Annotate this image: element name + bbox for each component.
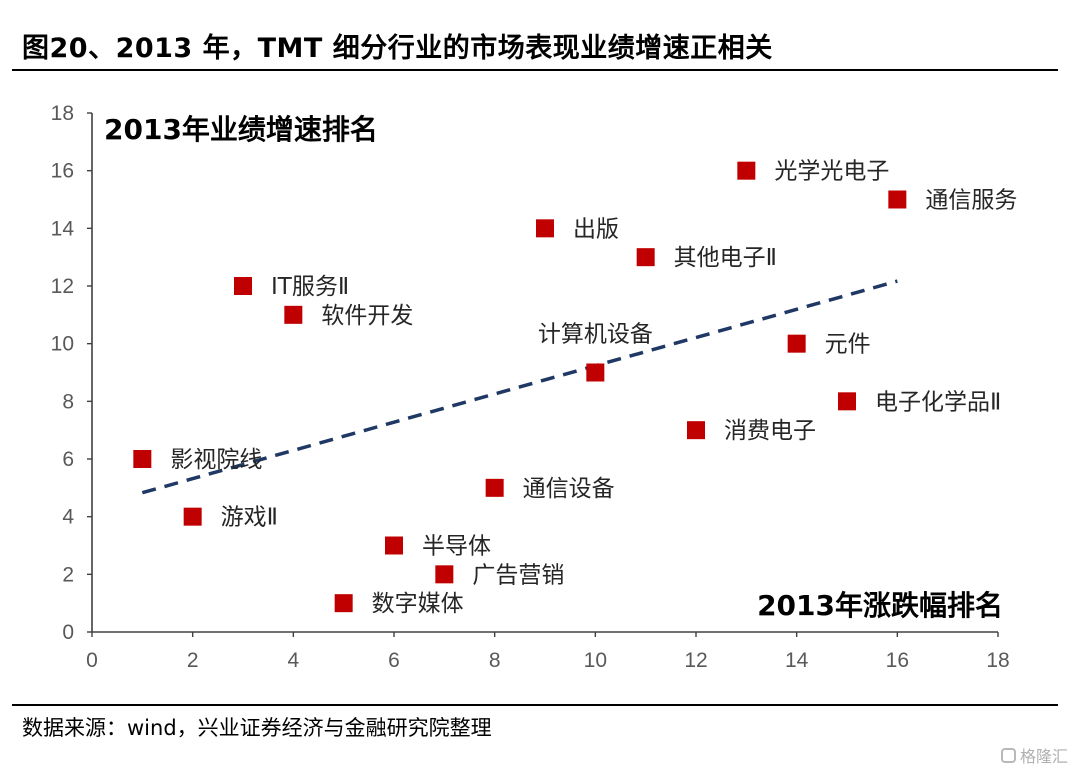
data-point-label: 游戏Ⅱ	[221, 505, 278, 531]
data-point-label: 通信服务	[925, 188, 1017, 214]
x-tick-label: 6	[388, 649, 400, 672]
data-point	[284, 305, 303, 324]
y-tick-label: 4	[62, 506, 74, 529]
y-axis-label: 2013年业绩增速排名	[104, 113, 378, 146]
x-tick-label: 4	[287, 649, 299, 672]
y-tick-label: 8	[62, 390, 74, 413]
data-point-label: 半导体	[422, 534, 491, 560]
title-divider	[12, 69, 1058, 71]
data-point	[183, 507, 202, 526]
data-point	[787, 334, 806, 353]
axes-layer: 0 2 4 6 8 10 12 14 16 18 0 2 4 6 8 10 12 14 16 18	[51, 102, 1010, 672]
x-axis-label: 2013年涨跌幅排名	[757, 589, 1003, 622]
chart-title: 图20、2013 年，TMT 细分行业的市场表现业绩增速正相关	[22, 33, 773, 64]
watermark-text: 格隆汇	[1019, 747, 1068, 766]
data-point	[485, 478, 504, 497]
data-point-label: 软件开发	[321, 303, 413, 329]
data-point	[133, 450, 152, 468]
x-tick-label: 16	[886, 649, 909, 672]
data-point-label: 消费电子	[724, 418, 816, 444]
data-point-label: 出版	[573, 216, 619, 242]
x-tick-label: 18	[986, 649, 1009, 672]
data-point-label: 数字媒体	[372, 591, 464, 617]
x-tick-label: 10	[584, 649, 607, 672]
y-tick-label: 14	[51, 217, 75, 240]
x-tick-label: 0	[86, 649, 98, 672]
data-point-label: 电子化学品Ⅱ	[875, 389, 1001, 415]
x-tick-label: 8	[489, 649, 501, 672]
data-point-label: 光学光电子	[774, 159, 889, 185]
data-point	[435, 565, 454, 584]
y-tick-label: 2	[62, 563, 74, 586]
data-point-label: IT服务Ⅱ	[271, 274, 349, 300]
data-point	[385, 536, 403, 555]
data-point-label: 广告营销	[472, 562, 564, 588]
data-point	[334, 594, 353, 613]
data-point	[234, 277, 252, 295]
data-point-label: 计算机设备	[538, 322, 653, 348]
x-tick-label: 14	[785, 649, 809, 672]
data-point-label: 元件	[825, 332, 871, 358]
x-tick-label: 12	[684, 649, 707, 672]
data-point	[636, 248, 655, 267]
watermark-logo-icon	[1000, 747, 1016, 763]
data-point-label: 影视院线	[170, 447, 262, 473]
trendline-layer	[141, 279, 898, 495]
y-tick-label: 6	[62, 448, 74, 471]
watermark: 格隆汇	[1000, 743, 1068, 767]
x-tick-label: 2	[187, 649, 199, 672]
y-tick-label: 0	[62, 621, 74, 644]
data-point	[687, 421, 705, 440]
trendline	[141, 279, 898, 495]
data-point	[737, 161, 756, 180]
y-tick-label: 16	[51, 160, 74, 183]
y-tick-label: 18	[51, 102, 74, 125]
data-point	[586, 363, 605, 382]
data-point-label: 通信设备	[523, 476, 615, 502]
y-tick-label: 10	[51, 333, 74, 356]
source-divider	[12, 704, 1058, 706]
data-point	[536, 219, 554, 238]
source-note: 数据来源：wind，兴业证券经济与金融研究院整理	[22, 716, 492, 740]
y-tick-label: 12	[51, 275, 74, 298]
scatter-chart: 0 2 4 6 8 10 12 14 16 18 0 2 4 6 8 10 12 14 16 18 光学光电子通信服务…	[51, 102, 1018, 672]
data-point	[888, 190, 907, 209]
points-layer	[133, 161, 907, 613]
data-point	[838, 392, 856, 411]
data-point-label: 其他电子Ⅱ	[674, 245, 777, 271]
